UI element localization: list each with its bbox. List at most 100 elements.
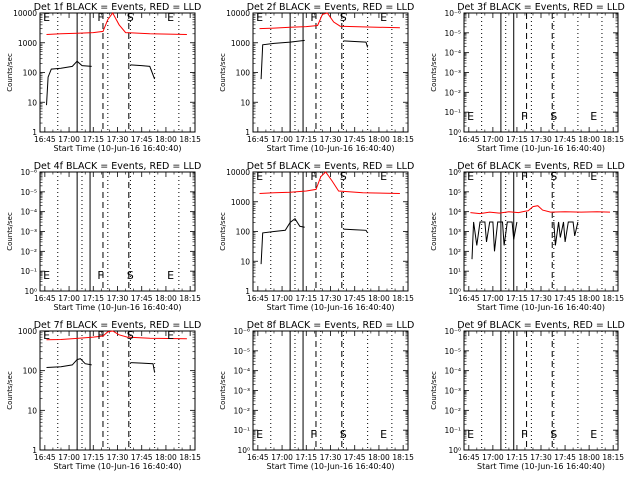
x-tick-label: 17:00 xyxy=(482,294,504,303)
x-tick-label: 16:45 xyxy=(34,453,56,462)
y-tick-label: 10⁻¹ xyxy=(233,426,250,435)
x-tick-label: 16:45 xyxy=(34,135,56,144)
marker-label-e: E xyxy=(590,110,597,123)
events-series-line xyxy=(130,362,156,373)
panel-det-4f: Det 4f BLACK = Events, RED = LLD 10⁰ 10⁻¹ 1… xyxy=(6,161,201,312)
y-axis-label: Counts/sec xyxy=(430,371,438,410)
y-tick-label: 1000 xyxy=(231,39,250,48)
x-axis-label: Start Time (10-Jun-16 16:40:40) xyxy=(267,303,395,312)
y-tick-label: 10⁻² xyxy=(444,88,461,97)
x-tick-label: 17:00 xyxy=(58,294,80,303)
x-tick-label: 17:45 xyxy=(554,453,576,462)
marker-label-e: E xyxy=(380,11,387,24)
events-series-line xyxy=(46,60,92,106)
x-tick-label: 17:15 xyxy=(82,135,104,144)
plot-frame xyxy=(39,330,196,451)
panel-title: Det 8f BLACK = Events, RED = LLD xyxy=(247,320,415,331)
x-tick-label: 17:45 xyxy=(131,294,153,303)
x-tick-label: 18:00 xyxy=(155,294,177,303)
y-tick-label: 10 xyxy=(27,406,37,415)
y-axis-label: Counts/sec xyxy=(430,212,438,251)
y-tick-label: 10⁻¹ xyxy=(444,108,461,117)
y-tick-label: 10000 xyxy=(226,9,250,18)
y-tick-label: 10⁻¹ xyxy=(20,267,37,276)
marker-label-e: E xyxy=(590,428,597,441)
y-tick-label: 10⁻⁵ xyxy=(233,347,250,356)
y-tick-label: 10⁻⁴ xyxy=(20,208,37,217)
y-tick-label: 10⁻³ xyxy=(444,69,461,78)
panel-title: Det 5f BLACK = Events, RED = LLD xyxy=(247,161,415,172)
panel-det-7f: Det 7f BLACK = Events, RED = LLD 1 10 100 10… xyxy=(6,320,201,471)
panel-det-8f: Det 8f BLACK = Events, RED = LLD 10⁰ 10⁻¹ 1… xyxy=(219,320,414,471)
x-tick-label: 16:45 xyxy=(34,294,56,303)
panel-title: Det 7f BLACK = Events, RED = LLD xyxy=(34,320,202,331)
x-tick-label: 17:30 xyxy=(530,453,552,462)
x-axis-label: Start Time (10-Jun-16 16:40:40) xyxy=(477,462,605,471)
panel-title: Det 6f BLACK = Events, RED = LLD xyxy=(457,161,625,172)
y-tick-label: 100 xyxy=(23,69,38,78)
events-series-line xyxy=(343,40,369,48)
marker-label-f: F xyxy=(310,170,316,183)
events-series-line xyxy=(46,358,92,368)
x-tick-label: 18:15 xyxy=(602,135,624,144)
marker-label-f: F xyxy=(310,428,316,441)
panel-title: Det 1f BLACK = Events, RED = LLD xyxy=(34,2,202,13)
y-tick-label: 10⁻³ xyxy=(233,387,250,396)
x-tick-label: 17:45 xyxy=(344,135,366,144)
y-axis-label: Counts/sec xyxy=(6,53,14,92)
y-tick-label: 10⁰ xyxy=(237,446,250,455)
y-tick-label: 1 xyxy=(32,128,37,137)
x-tick-label: 18:15 xyxy=(602,294,624,303)
x-tick-label: 17:30 xyxy=(107,135,129,144)
x-tick-label: 17:45 xyxy=(131,135,153,144)
y-tick-label: 10⁻¹ xyxy=(444,426,461,435)
panel-title: Det 2f BLACK = Events, RED = LLD xyxy=(247,2,415,13)
x-tick-label: 17:00 xyxy=(271,135,293,144)
marker-label-e: E xyxy=(43,329,50,342)
x-tick-label: 17:00 xyxy=(58,135,80,144)
y-axis-label: Counts/sec xyxy=(219,371,227,410)
x-tick-label: 17:45 xyxy=(131,453,153,462)
marker-label-e: E xyxy=(256,428,263,441)
x-tick-label: 18:15 xyxy=(392,294,414,303)
y-tick-label: 10⁻⁵ xyxy=(20,188,37,197)
marker-label-s: S xyxy=(550,428,557,441)
marker-label-f: F xyxy=(97,269,103,282)
y-tick-label: 10⁻⁶ xyxy=(233,327,250,336)
y-tick-label: 10² xyxy=(448,247,461,256)
y-axis-label: Counts/sec xyxy=(6,371,14,410)
events-series-line xyxy=(130,64,156,80)
y-tick-label: 1 xyxy=(245,287,250,296)
y-tick-label: 10⁻⁵ xyxy=(444,347,461,356)
marker-label-e: E xyxy=(43,11,50,24)
marker-label-s: S xyxy=(127,269,134,282)
x-tick-label: 16:45 xyxy=(458,135,480,144)
y-tick-label: 10⁰ xyxy=(448,287,461,296)
x-tick-label: 18:00 xyxy=(578,294,600,303)
marker-label-e: E xyxy=(590,170,597,183)
panel-det-9f: Det 9f BLACK = Events, RED = LLD 10⁰ 10⁻¹ 1… xyxy=(430,320,625,471)
x-tick-label: 18:15 xyxy=(392,135,414,144)
x-tick-label: 18:00 xyxy=(368,453,390,462)
panel-det-2f: Det 2f BLACK = Events, RED = LLD 1 10 100 10… xyxy=(219,2,414,153)
y-tick-label: 10⁰ xyxy=(24,287,37,296)
marker-label-s: S xyxy=(340,11,347,24)
x-tick-label: 17:15 xyxy=(295,453,317,462)
marker-label-f: F xyxy=(521,110,527,123)
y-tick-label: 10 xyxy=(240,98,250,107)
marker-label-e: E xyxy=(256,170,263,183)
y-tick-label: 10⁴ xyxy=(448,208,461,217)
lld-series-line xyxy=(46,12,187,35)
x-tick-label: 17:15 xyxy=(506,294,528,303)
events-series-line xyxy=(471,221,518,260)
y-axis-label: Counts/sec xyxy=(430,53,438,92)
y-tick-label: 10⁻⁴ xyxy=(444,367,461,376)
marker-label-s: S xyxy=(127,329,134,342)
plot-frame xyxy=(463,171,619,292)
x-tick-label: 16:45 xyxy=(458,453,480,462)
events-series-line xyxy=(343,228,369,234)
x-tick-label: 17:45 xyxy=(554,294,576,303)
marker-label-s: S xyxy=(340,170,347,183)
x-tick-label: 18:15 xyxy=(179,294,201,303)
y-tick-label: 10⁻⁴ xyxy=(444,49,461,58)
